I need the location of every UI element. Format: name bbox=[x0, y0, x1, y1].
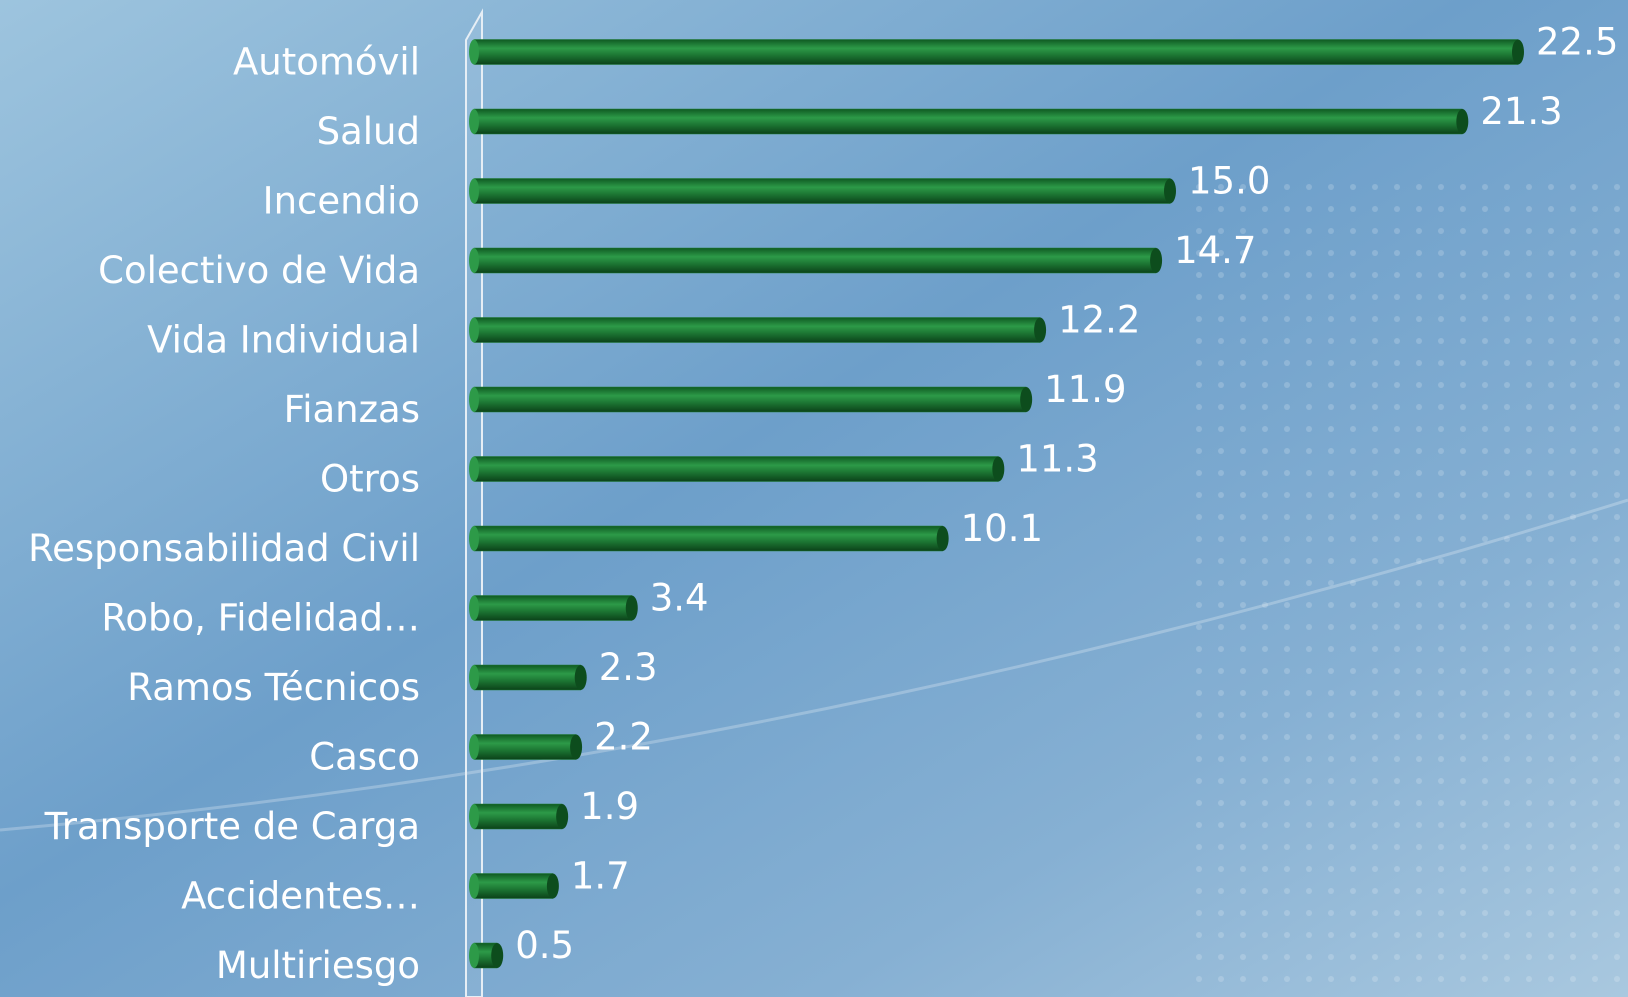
bar-start bbox=[469, 109, 479, 134]
axis-wall bbox=[465, 8, 483, 997]
bar bbox=[473, 664, 581, 691]
bar bbox=[473, 595, 633, 621]
bar bbox=[473, 178, 1171, 204]
bar bbox=[473, 525, 943, 552]
bar-cap bbox=[574, 665, 587, 690]
bar bbox=[473, 456, 999, 482]
category-label: Ramos Técnicos bbox=[127, 666, 420, 709]
bar bbox=[473, 386, 1027, 413]
category-label: Fianzas bbox=[284, 388, 420, 431]
value-label: 21.3 bbox=[1480, 90, 1562, 133]
category-label: Otros bbox=[320, 458, 420, 501]
bar-start bbox=[469, 873, 479, 899]
bar-cap bbox=[1150, 248, 1163, 273]
bar-cap bbox=[546, 873, 559, 899]
bar-start bbox=[469, 178, 479, 204]
bar bbox=[473, 873, 554, 899]
bar-start bbox=[469, 804, 479, 829]
bar-cap bbox=[1164, 178, 1176, 204]
value-label: 10.1 bbox=[961, 507, 1043, 550]
bar-start bbox=[469, 526, 479, 551]
bar-cap bbox=[1020, 387, 1033, 412]
bar-cap bbox=[936, 526, 949, 551]
category-label: Salud bbox=[317, 110, 420, 153]
category-label: Incendio bbox=[263, 180, 420, 223]
bar-start bbox=[469, 665, 479, 690]
value-label: 3.4 bbox=[650, 577, 709, 620]
bar-start bbox=[469, 317, 479, 343]
value-label: 11.9 bbox=[1044, 368, 1126, 411]
bar bbox=[473, 803, 563, 830]
bar-cap bbox=[491, 943, 504, 968]
category-label: Responsabilidad Civil bbox=[28, 527, 420, 570]
bar bbox=[473, 108, 1463, 135]
value-label: 22.5 bbox=[1536, 21, 1618, 64]
bar-start bbox=[469, 456, 479, 482]
bar-start bbox=[469, 943, 479, 968]
value-label: 14.7 bbox=[1174, 229, 1256, 272]
value-label: 2.2 bbox=[594, 716, 653, 759]
value-label: 11.3 bbox=[1016, 438, 1098, 481]
category-label: Vida Individual bbox=[147, 319, 420, 362]
value-label: 0.5 bbox=[515, 924, 574, 967]
bar-start bbox=[469, 39, 479, 65]
bar bbox=[473, 247, 1157, 274]
value-label: 2.3 bbox=[599, 646, 658, 689]
category-label: Automóvil bbox=[233, 41, 420, 84]
value-label: 1.9 bbox=[580, 785, 639, 828]
category-label: Accidentes… bbox=[181, 875, 420, 918]
bar bbox=[473, 734, 577, 760]
value-label: 1.7 bbox=[571, 855, 630, 898]
dot-texture bbox=[1180, 180, 1628, 997]
category-label: Casco bbox=[309, 736, 420, 779]
bar-start bbox=[469, 734, 479, 760]
bar-cap bbox=[1034, 317, 1047, 343]
bar-start bbox=[469, 248, 479, 273]
bar-start bbox=[469, 595, 479, 621]
value-label: 12.2 bbox=[1058, 299, 1140, 342]
category-label: Transporte de Carga bbox=[44, 805, 420, 848]
bar-cap bbox=[625, 595, 638, 621]
value-label: 15.0 bbox=[1188, 160, 1270, 203]
bar-cap bbox=[556, 804, 569, 829]
decor-curve bbox=[0, 498, 1628, 832]
bar-cap bbox=[992, 456, 1005, 482]
bar bbox=[473, 317, 1041, 343]
category-label: Multiriesgo bbox=[216, 944, 420, 987]
category-label: Robo, Fidelidad… bbox=[101, 597, 420, 640]
bar-cap bbox=[1456, 109, 1469, 134]
bar bbox=[473, 39, 1519, 65]
bar-cap bbox=[1512, 39, 1524, 65]
category-label: Colectivo de Vida bbox=[98, 249, 420, 292]
bar-cap bbox=[570, 734, 583, 760]
bar-start bbox=[469, 387, 479, 412]
